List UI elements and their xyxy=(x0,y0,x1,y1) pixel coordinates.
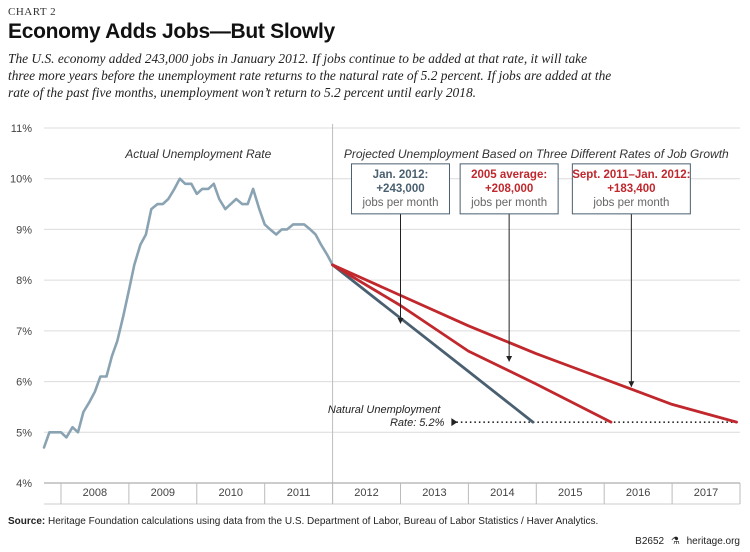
natural-rate-arrowhead xyxy=(451,418,458,427)
series-line-actual xyxy=(42,177,334,449)
natural-rate-label: Rate: 5.2% xyxy=(390,417,445,429)
callout-text: +183,400 xyxy=(607,183,655,195)
x-tick-label: 2016 xyxy=(626,487,650,499)
source-label: Source: xyxy=(8,516,46,527)
y-tick-label: 7% xyxy=(16,326,32,338)
series-line-sept2011 xyxy=(331,263,738,424)
callout-text: Jan. 2012: xyxy=(373,169,429,181)
callout-text: jobs per month xyxy=(470,197,547,209)
subtitle-line: rate of the past five months, unemployme… xyxy=(8,85,476,100)
subtitle-line: The U.S. economy added 243,000 jobs in J… xyxy=(8,51,588,66)
subtitle-line: three more years before the unemployment… xyxy=(8,68,612,83)
y-tick-label: 5% xyxy=(16,427,32,439)
callout-box xyxy=(571,163,691,215)
callout-box xyxy=(459,163,559,215)
footer-credit: B2652 ⚗ heritage.org xyxy=(631,536,740,547)
chart-subtitle: The U.S. economy added 243,000 jobs in J… xyxy=(8,50,738,101)
natural-rate-label: Natural Unemployment xyxy=(328,404,441,416)
callout-text: 2005 average: xyxy=(471,169,547,181)
actual-region-label: Actual Unemployment Rate xyxy=(124,147,271,161)
x-tick-label: 2011 xyxy=(287,487,311,499)
chart-title: Economy Adds Jobs—But Slowly xyxy=(8,20,335,43)
x-tick-label: 2013 xyxy=(422,487,446,499)
callout-text: jobs per month xyxy=(592,197,669,209)
projected-region-label: Projected Unemployment Based on Three Di… xyxy=(344,147,729,161)
callout-text: +243,000 xyxy=(376,183,424,195)
callout-text: Sept. 2011–Jan. 2012: xyxy=(572,169,690,181)
y-tick-label: 11% xyxy=(11,123,32,135)
x-tick-label: 2008 xyxy=(83,487,107,499)
y-tick-label: 10% xyxy=(10,174,32,186)
callout-box xyxy=(350,163,450,215)
source-note: Source: Heritage Foundation calculations… xyxy=(8,516,598,527)
x-tick-label: 2014 xyxy=(490,487,514,499)
bell-icon: ⚗ xyxy=(670,536,680,547)
x-tick-label: 2017 xyxy=(694,487,718,499)
site-name: heritage.org xyxy=(686,536,740,547)
series-line-jan2012 xyxy=(331,263,535,424)
x-tick-label: 2010 xyxy=(218,487,242,499)
callout-text: +208,000 xyxy=(485,183,533,195)
chart-number-label: CHART 2 xyxy=(8,6,57,18)
y-tick-label: 9% xyxy=(16,224,32,236)
series-line-avg2005 xyxy=(331,263,613,424)
source-text: Heritage Foundation calculations using d… xyxy=(48,516,599,527)
x-tick-label: 2012 xyxy=(354,487,378,499)
callout-text: jobs per month xyxy=(361,197,438,209)
x-tick-label: 2015 xyxy=(558,487,582,499)
y-tick-label: 6% xyxy=(16,377,32,389)
x-tick-label: 2009 xyxy=(151,487,175,499)
y-tick-label: 8% xyxy=(16,275,32,287)
y-tick-label: 4% xyxy=(16,478,32,490)
report-code: B2652 xyxy=(635,536,665,547)
